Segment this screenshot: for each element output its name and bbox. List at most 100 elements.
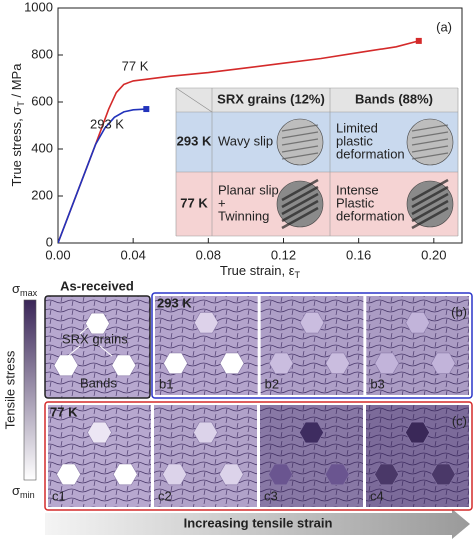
grain bbox=[374, 463, 399, 486]
x-axis-label: True strain, εT bbox=[220, 263, 301, 280]
panel-label: b2 bbox=[265, 376, 279, 391]
y-axis-label-part: True stress, σ bbox=[9, 107, 24, 187]
y-tick-label: 0 bbox=[46, 234, 53, 249]
series-label: 77 K bbox=[122, 58, 149, 73]
grain bbox=[405, 421, 430, 444]
as-received-frame bbox=[44, 295, 151, 399]
micrograph-texture bbox=[411, 138, 449, 146]
micrograph-texture bbox=[281, 199, 319, 223]
strain-arrow bbox=[45, 509, 470, 539]
micrograph-texture bbox=[411, 152, 449, 160]
inset-header: SRX grains (12%) bbox=[217, 91, 325, 106]
inset-diagonal bbox=[175, 87, 213, 113]
micrograph-texture bbox=[281, 131, 319, 139]
inset-cell-text: Intense bbox=[336, 182, 379, 197]
y-tick-label: 600 bbox=[31, 93, 53, 108]
micrograph-texture bbox=[411, 124, 449, 132]
panel-tag: (a) bbox=[436, 19, 452, 34]
as-received-title: As-received bbox=[60, 278, 134, 293]
inset-cell-text: Limited bbox=[336, 120, 378, 135]
inset-row-label: 293 K bbox=[177, 133, 212, 148]
x-tick-label: 0.16 bbox=[346, 247, 371, 262]
y-tick-label: 200 bbox=[31, 187, 53, 202]
colorbar-min-part: min bbox=[20, 490, 35, 500]
x-tick-label: 0.04 bbox=[121, 247, 146, 262]
x-tick-label: 0.08 bbox=[196, 247, 221, 262]
pointer bbox=[99, 345, 113, 357]
y-axis-label-part: T bbox=[16, 101, 26, 107]
colorbar-max-part: max bbox=[20, 288, 38, 298]
x-axis-label-part: True strain, ε bbox=[220, 263, 295, 278]
grain bbox=[218, 463, 244, 486]
inset-cell-text: deformation bbox=[336, 208, 405, 223]
micrograph-texture bbox=[281, 192, 319, 216]
colorbar-min: σmin bbox=[12, 483, 35, 500]
panel-label: c1 bbox=[52, 488, 66, 503]
micrograph-texture bbox=[411, 192, 449, 216]
x-tick-label: 0.00 bbox=[45, 247, 70, 262]
srx-label: SRX grains bbox=[62, 331, 128, 346]
grain bbox=[374, 352, 400, 375]
grain bbox=[85, 312, 110, 335]
grain bbox=[405, 311, 431, 334]
panel-label: c4 bbox=[370, 488, 384, 503]
pointer bbox=[67, 345, 81, 357]
micrograph-texture bbox=[281, 206, 319, 230]
inset-cell-text: Wavy slip bbox=[218, 133, 273, 148]
grain bbox=[219, 352, 245, 375]
inset-cell-text: + bbox=[218, 195, 226, 210]
grain bbox=[299, 421, 324, 444]
micrograph-texture bbox=[281, 138, 319, 146]
panel-label: b1 bbox=[159, 376, 173, 391]
micrograph-texture bbox=[411, 145, 449, 153]
y-tick-label: 400 bbox=[31, 140, 53, 155]
panel-label: c2 bbox=[158, 488, 172, 503]
x-tick-label: 0.12 bbox=[271, 247, 296, 262]
end-marker bbox=[415, 37, 422, 44]
row-label: 293 K bbox=[157, 295, 192, 310]
grain bbox=[268, 463, 293, 486]
inset-header-bg bbox=[176, 88, 458, 112]
grain bbox=[56, 463, 81, 486]
row-label: 77 K bbox=[50, 404, 78, 419]
end-marker bbox=[143, 106, 150, 113]
micrograph-texture bbox=[281, 145, 319, 153]
row-tag: (b) bbox=[451, 304, 467, 319]
row-tag: (c) bbox=[452, 413, 467, 428]
grain bbox=[325, 352, 351, 375]
micrograph-texture bbox=[281, 124, 319, 132]
colorbar-title: Tensile stress bbox=[2, 350, 17, 429]
panel-label: c3 bbox=[264, 488, 278, 503]
grain bbox=[163, 352, 188, 375]
y-tick-label: 1000 bbox=[24, 0, 53, 14]
arrow-text: Increasing tensile strain bbox=[184, 515, 333, 530]
inset-cell-text: Twinning bbox=[218, 208, 269, 223]
inset-cell-text: Plastic bbox=[336, 195, 375, 210]
inset-cell-text: deformation bbox=[336, 146, 405, 161]
panel-label: b3 bbox=[370, 376, 384, 391]
series-line bbox=[58, 40, 420, 243]
micrograph-texture bbox=[411, 185, 449, 209]
colorbar-min-part: σ bbox=[12, 483, 20, 498]
series-line bbox=[58, 108, 147, 243]
micrograph-texture bbox=[281, 185, 319, 209]
inset-cell-text: Planar slip bbox=[218, 182, 279, 197]
row-frame bbox=[44, 401, 473, 511]
micrograph-texture bbox=[411, 131, 449, 139]
grain bbox=[299, 311, 325, 334]
inset-header: Bands (88%) bbox=[355, 91, 433, 106]
grain bbox=[53, 354, 79, 377]
inset-cell-text: plastic bbox=[336, 133, 373, 148]
grain bbox=[193, 421, 218, 444]
y-axis-label: True stress, σT / MPa bbox=[9, 63, 26, 187]
colorbar-max: σmax bbox=[12, 281, 38, 298]
x-tick-label: 0.20 bbox=[421, 247, 446, 262]
grain bbox=[112, 463, 138, 486]
grain bbox=[193, 311, 219, 334]
x-axis-label-part: T bbox=[295, 270, 301, 280]
micrograph-texture bbox=[281, 152, 319, 160]
grain bbox=[87, 421, 112, 444]
micrograph-texture bbox=[411, 206, 449, 230]
series-label: 293 K bbox=[90, 116, 124, 131]
